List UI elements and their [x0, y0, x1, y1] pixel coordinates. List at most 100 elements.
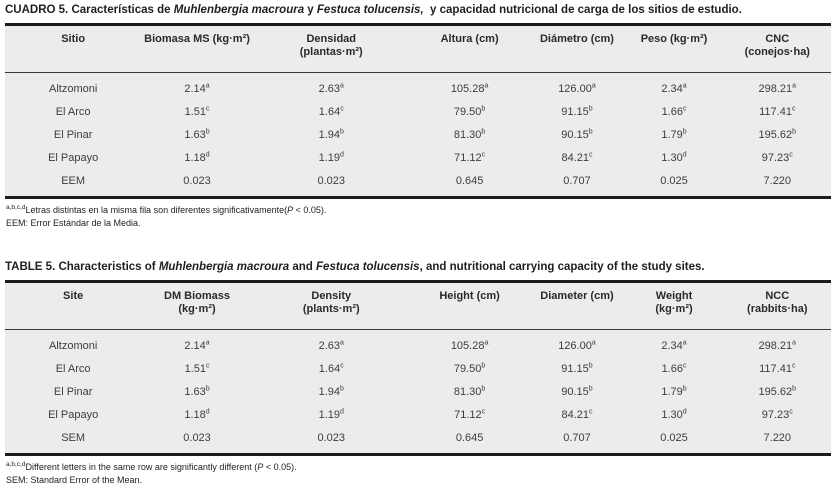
significance-letter: b	[206, 128, 210, 135]
significance-letter: b	[481, 362, 485, 369]
footnote-sem: SEM: Standard Error of the Mean.	[6, 474, 831, 486]
table-section-english: TABLE 5. Characteristics of Muhlenbergia…	[5, 260, 831, 486]
significance-letter: c	[589, 408, 593, 415]
table-cell: 2.34a	[624, 330, 723, 358]
significance-letter: d	[683, 151, 687, 158]
significance-letter: c	[340, 105, 344, 112]
row-label: El Arco	[5, 358, 141, 381]
significance-letter: c	[789, 408, 793, 415]
table-cell: 1.79b	[624, 381, 723, 404]
table-cell: 1.18d	[141, 404, 253, 427]
table-cell: 0.023	[141, 170, 253, 198]
table-cell: 1.19d	[253, 404, 410, 427]
table-cell: 7.220	[724, 427, 831, 455]
table-cell: 71.12c	[410, 404, 530, 427]
significance-letter: a	[592, 82, 596, 89]
table-cell: 97.23c	[724, 404, 831, 427]
table-cell: 0.023	[141, 427, 253, 455]
significance-letter: b	[683, 128, 687, 135]
table-cell: 1.94b	[253, 124, 410, 147]
table-cell: 1.66c	[624, 358, 723, 381]
table-cell: 1.64c	[253, 101, 410, 124]
row-label: El Papayo	[5, 404, 141, 427]
table-cell: 1.30d	[624, 147, 723, 170]
significance-letter: a	[792, 339, 796, 346]
significance-letter: c	[482, 408, 486, 415]
row-label: El Papayo	[5, 147, 141, 170]
table-cell: 91.15b	[529, 101, 624, 124]
column-header: Diámetro (cm)	[529, 25, 624, 73]
significance-letter: b	[589, 128, 593, 135]
table-cell: 195.62b	[724, 124, 831, 147]
significance-letter: c	[792, 105, 796, 112]
significance-letter: c	[789, 151, 793, 158]
column-header: Densidad(plantas·m²)	[253, 25, 410, 73]
table-cell: 84.21c	[529, 147, 624, 170]
column-header: Peso (kg·m²)	[624, 25, 723, 73]
column-header: Weight(kg·m²)	[624, 282, 723, 330]
table-cell: 0.025	[624, 427, 723, 455]
significance-letter: b	[340, 128, 344, 135]
column-header: Height (cm)	[410, 282, 530, 330]
table-cell: 0.645	[410, 170, 530, 198]
significance-letter: d	[206, 408, 210, 415]
significance-letter: b	[792, 385, 796, 392]
significance-letter: b	[589, 385, 593, 392]
table-cell: 2.34a	[624, 73, 723, 101]
significance-letter: c	[683, 105, 687, 112]
table-cell: 97.23c	[724, 147, 831, 170]
significance-letter: d	[683, 408, 687, 415]
significance-letter: b	[481, 385, 485, 392]
table-cell: 105.28a	[410, 330, 530, 358]
significance-letter: c	[792, 362, 796, 369]
significance-letter: c	[340, 362, 344, 369]
significance-letter: d	[340, 151, 344, 158]
row-label: EEM	[5, 170, 141, 198]
table-cell: 1.64c	[253, 358, 410, 381]
table-cell: 2.63a	[253, 330, 410, 358]
significance-letter: a	[683, 82, 687, 89]
significance-letter: b	[481, 128, 485, 135]
table-cell: 126.00a	[529, 330, 624, 358]
column-header: DM Biomass(kg·m²)	[141, 282, 253, 330]
table-cell: 2.63a	[253, 73, 410, 101]
table-cell: 81.30b	[410, 124, 530, 147]
table-cell: 1.66c	[624, 101, 723, 124]
column-header: Biomasa MS (kg·m²)	[141, 25, 253, 73]
significance-letter: a	[792, 82, 796, 89]
significance-letter: d	[340, 408, 344, 415]
significance-letter: b	[206, 385, 210, 392]
significance-letter: a	[683, 339, 687, 346]
significance-letter: a	[592, 339, 596, 346]
column-header: CNC(conejos·ha)	[724, 25, 831, 73]
significance-letter: b	[340, 385, 344, 392]
footnotes-spanish: a,b,c,dLetras distintas en la misma fila…	[6, 204, 831, 229]
table-cell: 1.94b	[253, 381, 410, 404]
significance-letter: a	[340, 82, 344, 89]
table-cell: 1.79b	[624, 124, 723, 147]
table-cell: 90.15b	[529, 381, 624, 404]
significance-letter: b	[792, 128, 796, 135]
table-cell: 0.025	[624, 170, 723, 198]
table-cell: 79.50b	[410, 101, 530, 124]
column-header: Altura (cm)	[410, 25, 530, 73]
row-label: Altzomoni	[5, 330, 141, 358]
significance-letter: a	[206, 82, 210, 89]
table-cell: 0.707	[529, 170, 624, 198]
table-cell: 2.14a	[141, 73, 253, 101]
significance-letter: a	[206, 339, 210, 346]
significance-letter: b	[481, 105, 485, 112]
footnotes-english: a,b,c,dDifferent letters in the same row…	[6, 461, 831, 486]
table-cell: 0.707	[529, 427, 624, 455]
table-cell: 1.18d	[141, 147, 253, 170]
